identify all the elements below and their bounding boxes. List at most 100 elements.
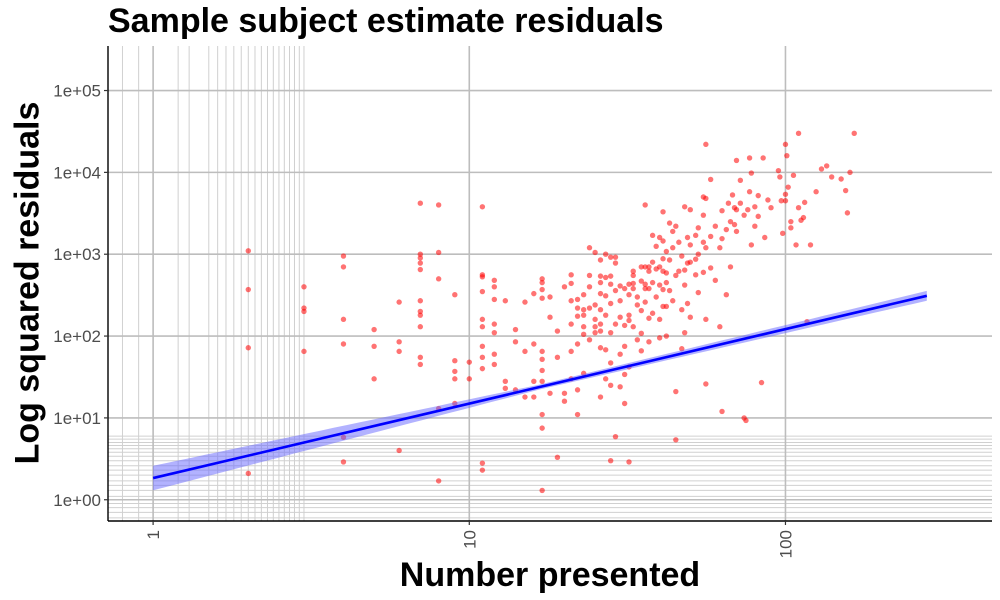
data-point	[700, 269, 707, 276]
data-point	[684, 234, 691, 241]
data-point	[479, 204, 486, 210]
data-point	[417, 354, 424, 361]
data-point	[371, 326, 377, 333]
data-point	[733, 206, 740, 213]
data-point	[586, 284, 593, 290]
data-point	[417, 266, 424, 273]
data-point	[737, 200, 744, 206]
data-point	[301, 284, 307, 290]
data-point	[597, 257, 604, 263]
data-point	[435, 478, 442, 484]
data-point	[692, 272, 699, 278]
data-point	[663, 303, 670, 310]
data-point	[597, 273, 604, 279]
data-point	[638, 330, 645, 337]
data-point	[547, 294, 553, 300]
data-point	[479, 324, 486, 330]
data-point	[539, 378, 545, 385]
data-point	[692, 232, 699, 239]
y-tick-label: 1e+01	[53, 409, 101, 428]
data-point	[638, 278, 645, 284]
data-point	[417, 361, 424, 368]
data-point	[719, 408, 725, 415]
data-point	[574, 387, 581, 393]
data-point	[727, 264, 734, 270]
data-point	[762, 234, 768, 241]
data-point	[491, 329, 498, 336]
data-point	[692, 256, 699, 262]
data-point	[801, 199, 808, 206]
data-point	[626, 281, 632, 287]
data-point	[617, 351, 623, 357]
data-point	[621, 371, 628, 378]
data-point	[656, 316, 663, 323]
data-point	[612, 321, 619, 327]
data-point	[512, 326, 519, 333]
data-point	[621, 285, 628, 292]
data-point	[733, 157, 740, 164]
data-point	[539, 367, 545, 374]
data-point	[782, 191, 789, 197]
data-point	[717, 324, 723, 330]
data-point	[687, 314, 693, 320]
data-point	[687, 259, 693, 265]
data-point	[479, 288, 486, 295]
y-tick-label: 1e+05	[53, 82, 101, 101]
data-point	[580, 292, 587, 298]
data-point	[626, 312, 632, 318]
data-point	[568, 321, 574, 327]
x-tick-label: 1	[144, 530, 163, 539]
data-point	[554, 454, 561, 461]
data-point	[649, 279, 656, 286]
data-point	[649, 310, 656, 316]
data-point	[547, 390, 553, 396]
x-axis-label-text: Number presented	[399, 556, 701, 594]
tick-labels: 1e+00 1e+01 1e+02 1e+03 1e+04 1e+05 1 10 100	[53, 82, 795, 559]
data-point	[707, 233, 714, 240]
data-point	[417, 308, 424, 315]
data-point	[568, 348, 574, 355]
data-point	[729, 192, 736, 198]
data-point	[656, 264, 663, 270]
data-point	[670, 245, 676, 251]
data-point	[539, 348, 545, 355]
data-point	[765, 197, 771, 203]
data-point	[607, 360, 614, 366]
data-point	[634, 294, 641, 300]
data-point	[602, 293, 609, 299]
data-point	[695, 225, 701, 231]
data-point	[561, 284, 568, 290]
data-point	[417, 312, 424, 318]
data-point	[788, 225, 794, 231]
data-point	[491, 361, 498, 368]
data-point	[417, 255, 424, 261]
data-point	[568, 272, 574, 278]
data-point	[823, 163, 830, 169]
data-point	[586, 337, 593, 343]
data-point	[491, 277, 498, 284]
data-point	[417, 251, 424, 257]
data-point	[580, 312, 587, 318]
data-point	[681, 329, 688, 336]
data-point	[592, 329, 598, 336]
data-point	[646, 264, 652, 270]
data-point	[626, 459, 632, 465]
data-point	[642, 281, 648, 287]
data-point	[539, 279, 545, 286]
data-point	[684, 300, 691, 307]
data-point	[681, 204, 688, 210]
data-point	[782, 198, 789, 204]
data-point	[731, 221, 738, 228]
data-point	[561, 390, 568, 396]
data-point	[491, 321, 498, 327]
data-point	[396, 339, 402, 345]
data-point	[634, 337, 641, 343]
data-point	[656, 335, 663, 341]
data-point	[653, 243, 659, 249]
data-point	[491, 351, 498, 357]
data-point	[727, 218, 734, 225]
data-point	[452, 368, 458, 375]
data-point	[574, 341, 581, 347]
data-point	[301, 348, 307, 355]
data-point	[703, 141, 709, 148]
